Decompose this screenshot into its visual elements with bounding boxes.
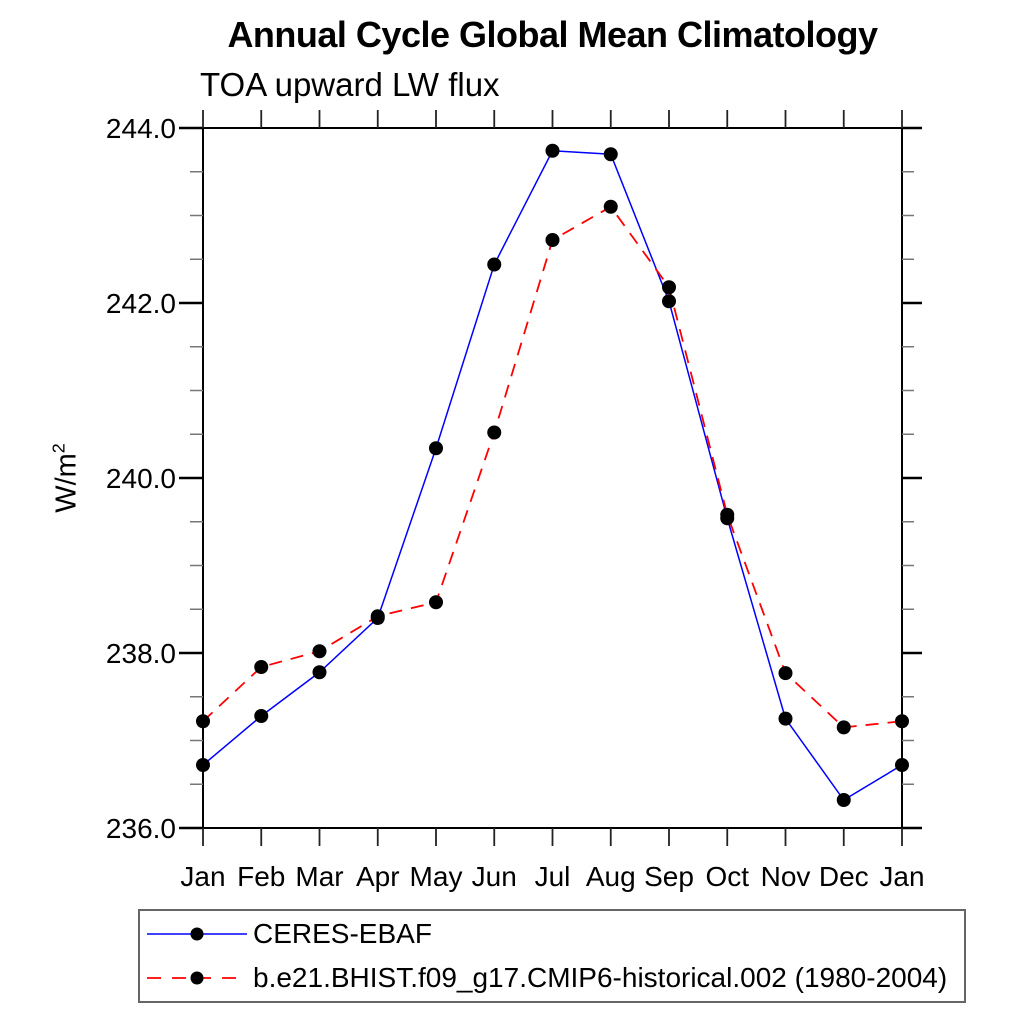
data-point [778,711,793,726]
legend-line-sample-model [147,971,247,985]
data-point [196,714,210,729]
x-tick-label: Sep [644,861,694,892]
data-point [603,147,618,162]
data-point [487,425,502,440]
legend-item-model: b.e21.BHIST.f09_g17.CMIP6-historical.002… [140,956,964,1000]
chart-title: Annual Cycle Global Mean Climatology [227,14,878,55]
x-tick-label: Jun [472,861,517,892]
x-tick-label: Jul [535,861,571,892]
x-tick-label: Feb [237,861,285,892]
data-point [429,595,443,610]
data-point [778,666,793,681]
x-tick-label: Mar [295,861,343,892]
x-tick-label: Jan [879,861,924,892]
x-tick-label: Aug [586,861,636,892]
data-point [836,720,851,735]
data-point [254,709,269,723]
data-point [662,294,676,309]
legend-marker-icon [190,971,204,985]
y-tick-label: 236.0 [106,813,176,844]
x-tick-label: Apr [356,861,400,892]
data-point [429,441,443,456]
legend-item-ceres-ebaf: CERES-EBAF [140,912,964,956]
y-tick-label: 240.0 [106,463,176,494]
y-tick-label: 242.0 [106,288,176,319]
data-point [545,233,560,247]
data-point [662,280,676,295]
data-point [312,665,327,680]
x-tick-label: Jan [180,861,225,892]
data-point [895,758,909,772]
legend-line-sample-ceres [147,927,247,941]
chart-subtitle: TOA upward LW flux [200,66,500,103]
y-tick-label: 238.0 [106,638,176,669]
data-point [487,257,502,272]
data-point [545,143,560,158]
x-tick-label: May [410,861,463,892]
series-line-ceres-ebaf [202,149,903,801]
series-line-model [202,205,903,729]
data-point [370,609,385,624]
data-point [312,644,327,659]
data-point [196,758,210,772]
legend-label-ceres-ebaf: CERES-EBAF [253,918,432,949]
data-point [836,793,851,807]
legend-marker-icon [190,927,204,941]
data-point [254,660,269,674]
data-point [720,507,735,522]
x-tick-label: Nov [761,861,811,892]
legend-label-model: b.e21.BHIST.f09_g17.CMIP6-historical.002… [253,962,948,993]
data-point [603,199,618,214]
legend-box: CERES-EBAF b.e21.BHIST.f09_g17.CMIP6-his… [138,909,966,1003]
y-tick-label: 244.0 [106,113,176,144]
x-tick-label: Dec [819,861,869,892]
data-point [895,714,909,729]
x-tick-label: Oct [705,861,749,892]
